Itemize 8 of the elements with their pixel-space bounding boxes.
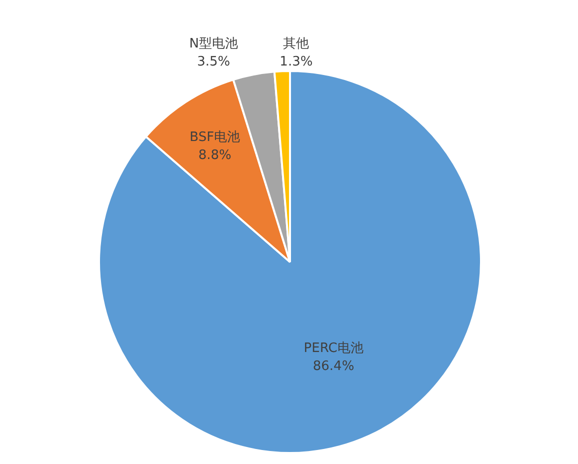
data-label: 1.3% [280,54,313,70]
slice-label: BSF电池 [190,130,240,146]
slice-label: 其他 [283,36,310,52]
data-label: 86.4% [312,358,354,374]
data-label: 3.5% [197,54,230,70]
slice-label: N型电池 [189,36,238,52]
data-label: 8.8% [198,148,232,164]
slice-label: PERC电池 [304,340,364,356]
